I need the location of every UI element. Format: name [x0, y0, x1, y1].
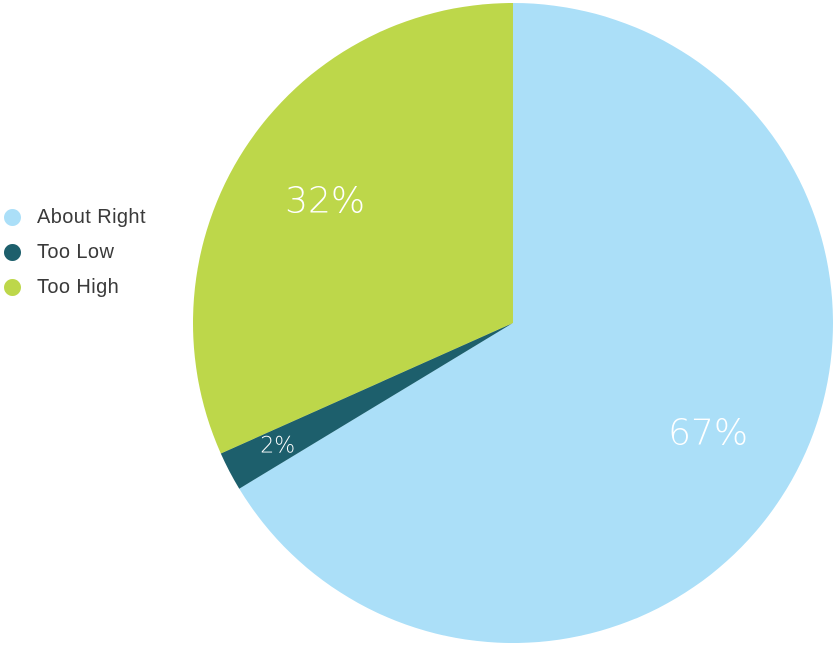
legend-swatch-too-high: [4, 279, 21, 296]
pie-label-about-right: 67%: [668, 412, 748, 453]
legend-item-too-low: Too Low: [4, 235, 184, 270]
pie-slice-too-high: [192, 3, 513, 454]
legend: About Right Too Low Too High: [4, 200, 184, 305]
legend-item-too-high: Too High: [4, 270, 184, 305]
pie-slice-about-right: [239, 3, 833, 644]
legend-label-too-low: Too Low: [37, 241, 115, 263]
legend-swatch-about-right: [4, 209, 21, 226]
pie-slice-too-low: [220, 323, 514, 489]
legend-swatch-too-low: [4, 244, 21, 261]
legend-label-too-high: Too High: [37, 276, 120, 298]
pie-label-too-high: 32%: [285, 181, 365, 222]
legend-item-about-right: About Right: [4, 200, 184, 235]
pie-label-too-low: 2%: [260, 434, 295, 459]
legend-label-about-right: About Right: [37, 206, 146, 228]
